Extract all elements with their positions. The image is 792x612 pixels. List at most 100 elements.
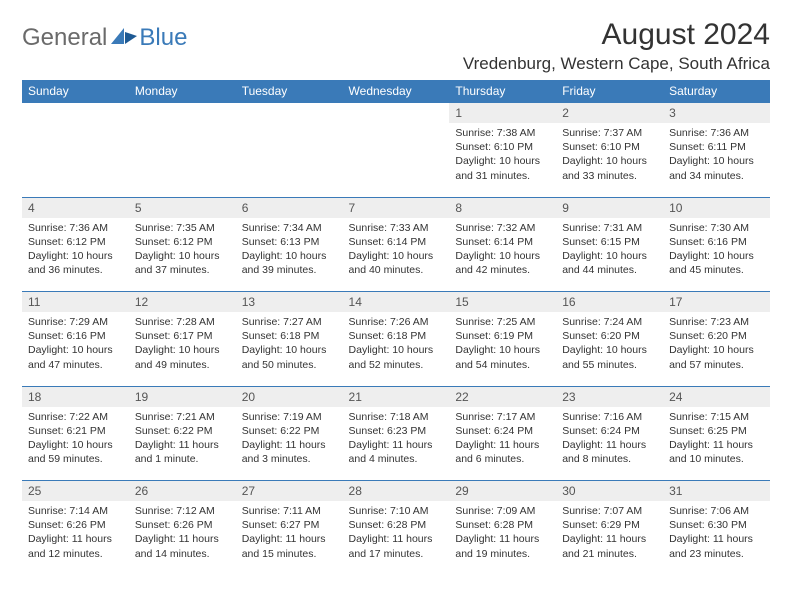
sunset-text: Sunset: 6:19 PM: [455, 329, 550, 343]
sunrise-text: Sunrise: 7:36 AM: [669, 126, 764, 140]
sunrise-text: Sunrise: 7:23 AM: [669, 315, 764, 329]
content-row: Sunrise: 7:38 AMSunset: 6:10 PMDaylight:…: [22, 123, 770, 197]
day-cell: [129, 123, 236, 197]
sunset-text: Sunset: 6:11 PM: [669, 140, 764, 154]
daynum-cell: 1: [449, 103, 556, 124]
daynum-cell: 13: [236, 292, 343, 313]
daynum-cell: 15: [449, 292, 556, 313]
sunset-text: Sunset: 6:14 PM: [455, 235, 550, 249]
sunrise-text: Sunrise: 7:19 AM: [242, 410, 337, 424]
sunset-text: Sunset: 6:20 PM: [562, 329, 657, 343]
day-cell: Sunrise: 7:24 AMSunset: 6:20 PMDaylight:…: [556, 312, 663, 386]
daylight-text: Daylight: 10 hours and 36 minutes.: [28, 249, 123, 277]
daynum-cell: 11: [22, 292, 129, 313]
day-cell: Sunrise: 7:38 AMSunset: 6:10 PMDaylight:…: [449, 123, 556, 197]
logo-text-blue: Blue: [139, 24, 187, 52]
day-cell: Sunrise: 7:09 AMSunset: 6:28 PMDaylight:…: [449, 501, 556, 575]
daynum-cell: 3: [663, 103, 770, 124]
daynum-row: 45678910: [22, 197, 770, 218]
day-cell: Sunrise: 7:18 AMSunset: 6:23 PMDaylight:…: [343, 407, 450, 481]
sunset-text: Sunset: 6:10 PM: [562, 140, 657, 154]
daylight-text: Daylight: 10 hours and 39 minutes.: [242, 249, 337, 277]
sunrise-text: Sunrise: 7:37 AM: [562, 126, 657, 140]
sunset-text: Sunset: 6:13 PM: [242, 235, 337, 249]
sunset-text: Sunset: 6:27 PM: [242, 518, 337, 532]
daylight-text: Daylight: 10 hours and 57 minutes.: [669, 343, 764, 371]
daylight-text: Daylight: 10 hours and 37 minutes.: [135, 249, 230, 277]
day-cell: Sunrise: 7:30 AMSunset: 6:16 PMDaylight:…: [663, 218, 770, 292]
daylight-text: Daylight: 10 hours and 54 minutes.: [455, 343, 550, 371]
dow-cell: Saturday: [663, 80, 770, 103]
day-cell: Sunrise: 7:32 AMSunset: 6:14 PMDaylight:…: [449, 218, 556, 292]
dow-cell: Thursday: [449, 80, 556, 103]
day-cell: Sunrise: 7:25 AMSunset: 6:19 PMDaylight:…: [449, 312, 556, 386]
daynum-cell: [129, 103, 236, 124]
dow-cell: Tuesday: [236, 80, 343, 103]
sunset-text: Sunset: 6:28 PM: [349, 518, 444, 532]
sunrise-text: Sunrise: 7:26 AM: [349, 315, 444, 329]
dow-cell: Monday: [129, 80, 236, 103]
sunrise-text: Sunrise: 7:25 AM: [455, 315, 550, 329]
daynum-row: 11121314151617: [22, 292, 770, 313]
day-cell: Sunrise: 7:26 AMSunset: 6:18 PMDaylight:…: [343, 312, 450, 386]
sunrise-text: Sunrise: 7:12 AM: [135, 504, 230, 518]
daynum-cell: 25: [22, 481, 129, 502]
day-cell: Sunrise: 7:22 AMSunset: 6:21 PMDaylight:…: [22, 407, 129, 481]
day-cell: Sunrise: 7:19 AMSunset: 6:22 PMDaylight:…: [236, 407, 343, 481]
location: Vredenburg, Western Cape, South Africa: [463, 54, 770, 74]
calendar-body: SundayMondayTuesdayWednesdayThursdayFrid…: [22, 80, 770, 575]
day-cell: Sunrise: 7:35 AMSunset: 6:12 PMDaylight:…: [129, 218, 236, 292]
sunrise-text: Sunrise: 7:22 AM: [28, 410, 123, 424]
sunrise-text: Sunrise: 7:32 AM: [455, 221, 550, 235]
day-cell: Sunrise: 7:36 AMSunset: 6:11 PMDaylight:…: [663, 123, 770, 197]
sunrise-text: Sunrise: 7:38 AM: [455, 126, 550, 140]
daynum-cell: [236, 103, 343, 124]
day-cell: Sunrise: 7:07 AMSunset: 6:29 PMDaylight:…: [556, 501, 663, 575]
daylight-text: Daylight: 11 hours and 6 minutes.: [455, 438, 550, 466]
daynum-row: 18192021222324: [22, 386, 770, 407]
daynum-cell: 5: [129, 197, 236, 218]
day-cell: Sunrise: 7:37 AMSunset: 6:10 PMDaylight:…: [556, 123, 663, 197]
sunrise-text: Sunrise: 7:09 AM: [455, 504, 550, 518]
daylight-text: Daylight: 11 hours and 8 minutes.: [562, 438, 657, 466]
sunset-text: Sunset: 6:10 PM: [455, 140, 550, 154]
sunrise-text: Sunrise: 7:15 AM: [669, 410, 764, 424]
daylight-text: Daylight: 10 hours and 49 minutes.: [135, 343, 230, 371]
day-cell: Sunrise: 7:36 AMSunset: 6:12 PMDaylight:…: [22, 218, 129, 292]
calendar-table: SundayMondayTuesdayWednesdayThursdayFrid…: [22, 80, 770, 575]
daylight-text: Daylight: 10 hours and 59 minutes.: [28, 438, 123, 466]
day-cell: Sunrise: 7:14 AMSunset: 6:26 PMDaylight:…: [22, 501, 129, 575]
day-cell: [343, 123, 450, 197]
sunset-text: Sunset: 6:21 PM: [28, 424, 123, 438]
daynum-cell: 19: [129, 386, 236, 407]
daynum-row: 25262728293031: [22, 481, 770, 502]
sunset-text: Sunset: 6:17 PM: [135, 329, 230, 343]
day-cell: Sunrise: 7:12 AMSunset: 6:26 PMDaylight:…: [129, 501, 236, 575]
sunrise-text: Sunrise: 7:18 AM: [349, 410, 444, 424]
daynum-cell: 10: [663, 197, 770, 218]
daylight-text: Daylight: 10 hours and 45 minutes.: [669, 249, 764, 277]
sunrise-text: Sunrise: 7:34 AM: [242, 221, 337, 235]
day-cell: Sunrise: 7:06 AMSunset: 6:30 PMDaylight:…: [663, 501, 770, 575]
daylight-text: Daylight: 10 hours and 52 minutes.: [349, 343, 444, 371]
sunset-text: Sunset: 6:18 PM: [242, 329, 337, 343]
daynum-cell: 27: [236, 481, 343, 502]
daynum-cell: 30: [556, 481, 663, 502]
sunset-text: Sunset: 6:24 PM: [455, 424, 550, 438]
sunrise-text: Sunrise: 7:16 AM: [562, 410, 657, 424]
daylight-text: Daylight: 10 hours and 33 minutes.: [562, 154, 657, 182]
day-cell: Sunrise: 7:29 AMSunset: 6:16 PMDaylight:…: [22, 312, 129, 386]
daynum-cell: 8: [449, 197, 556, 218]
sunrise-text: Sunrise: 7:10 AM: [349, 504, 444, 518]
sunrise-text: Sunrise: 7:28 AM: [135, 315, 230, 329]
sunrise-text: Sunrise: 7:14 AM: [28, 504, 123, 518]
content-row: Sunrise: 7:29 AMSunset: 6:16 PMDaylight:…: [22, 312, 770, 386]
day-cell: Sunrise: 7:21 AMSunset: 6:22 PMDaylight:…: [129, 407, 236, 481]
daylight-text: Daylight: 10 hours and 55 minutes.: [562, 343, 657, 371]
sunset-text: Sunset: 6:20 PM: [669, 329, 764, 343]
day-cell: [236, 123, 343, 197]
daynum-cell: 31: [663, 481, 770, 502]
sunset-text: Sunset: 6:26 PM: [28, 518, 123, 532]
daylight-text: Daylight: 11 hours and 12 minutes.: [28, 532, 123, 560]
day-cell: Sunrise: 7:15 AMSunset: 6:25 PMDaylight:…: [663, 407, 770, 481]
